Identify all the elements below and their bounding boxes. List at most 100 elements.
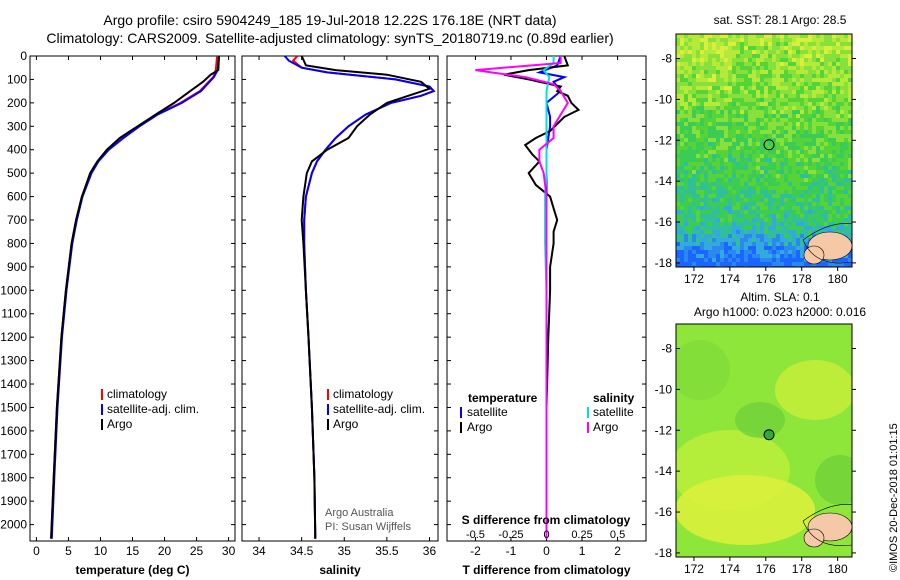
sst-cell xyxy=(692,262,696,266)
sst-cell xyxy=(800,138,804,142)
sst-cell xyxy=(736,106,740,110)
sst-cell xyxy=(808,206,812,210)
sst-cell xyxy=(780,174,784,178)
sst-cell xyxy=(716,114,720,118)
sst-cell xyxy=(676,210,680,214)
sst-cell xyxy=(720,182,724,186)
sst-cell xyxy=(828,170,832,174)
sst-cell xyxy=(716,126,720,130)
sst-cell xyxy=(736,250,740,254)
s-tick-label: 0.25 xyxy=(571,529,592,541)
sst-cell xyxy=(684,126,688,130)
sst-cell xyxy=(768,90,772,94)
sst-cell xyxy=(724,154,728,158)
sst-cell xyxy=(704,142,708,146)
sst-cell xyxy=(684,254,688,258)
sst-cell xyxy=(748,126,752,130)
sst-cell xyxy=(816,206,820,210)
sst-cell xyxy=(800,206,804,210)
sst-cell xyxy=(772,190,776,194)
sst-cell xyxy=(744,230,748,234)
sst-cell xyxy=(744,198,748,202)
sst-cell xyxy=(760,238,764,242)
sst-cell xyxy=(712,154,716,158)
sst-cell xyxy=(844,198,848,202)
sst-cell xyxy=(820,78,824,82)
sst-cell xyxy=(804,138,808,142)
sst-cell xyxy=(848,150,852,154)
sst-cell xyxy=(732,98,736,102)
sst-cell xyxy=(740,86,744,90)
sst-cell xyxy=(688,206,692,210)
sst-cell xyxy=(828,46,832,50)
sst-cell xyxy=(680,78,684,82)
x-axis-label: temperature (deg C) xyxy=(75,563,189,577)
sst-cell xyxy=(768,114,772,118)
sst-cell xyxy=(676,38,680,42)
sst-cell xyxy=(792,214,796,218)
sst-cell xyxy=(804,202,808,206)
sst-cell xyxy=(724,142,728,146)
sst-cell xyxy=(676,218,680,222)
sst-cell xyxy=(836,126,840,130)
sst-cell xyxy=(836,122,840,126)
sst-cell xyxy=(768,66,772,70)
sst-cell xyxy=(744,74,748,78)
sst-cell xyxy=(724,118,728,122)
sst-cell xyxy=(720,94,724,98)
sst-cell xyxy=(784,202,788,206)
sst-cell xyxy=(756,166,760,170)
sst-cell xyxy=(676,186,680,190)
sst-cell xyxy=(796,34,800,38)
sst-cell xyxy=(696,142,700,146)
sst-cell xyxy=(744,174,748,178)
sst-cell xyxy=(724,246,728,250)
sst-cell xyxy=(692,226,696,230)
sst-cell xyxy=(708,34,712,38)
sst-cell xyxy=(724,150,728,154)
sst-cell xyxy=(780,162,784,166)
sst-cell xyxy=(676,262,680,266)
sst-cell xyxy=(788,146,792,150)
sst-cell xyxy=(744,194,748,198)
sst-cell xyxy=(676,150,680,154)
sst-cell xyxy=(736,74,740,78)
sst-cell xyxy=(688,214,692,218)
sst-cell xyxy=(684,62,688,66)
sst-cell xyxy=(812,178,816,182)
sst-cell xyxy=(848,42,852,46)
sst-cell xyxy=(704,50,708,54)
sst-cell xyxy=(700,50,704,54)
sst-cell xyxy=(812,202,816,206)
sst-cell xyxy=(740,114,744,118)
sst-cell xyxy=(828,54,832,58)
sst-cell xyxy=(784,250,788,254)
sst-cell xyxy=(700,122,704,126)
sst-cell xyxy=(772,134,776,138)
sst-cell xyxy=(720,70,724,74)
sst-cell xyxy=(764,210,768,214)
sst-cell xyxy=(736,114,740,118)
sst-cell xyxy=(708,98,712,102)
sst-cell xyxy=(736,130,740,134)
imos-timestamp: ©IMOS 20-Dec-2018 01:01:15 xyxy=(888,423,900,572)
sst-cell xyxy=(772,70,776,74)
sst-cell xyxy=(796,122,800,126)
sst-cell xyxy=(676,198,680,202)
sst-cell xyxy=(848,170,852,174)
sst-cell xyxy=(764,214,768,218)
sst-cell xyxy=(724,182,728,186)
sst-cell xyxy=(808,202,812,206)
sst-cell xyxy=(844,230,848,234)
sst-cell xyxy=(804,222,808,226)
sst-cell xyxy=(692,118,696,122)
sst-cell xyxy=(700,206,704,210)
lat-tick-label: -8 xyxy=(661,342,672,356)
sst-cell xyxy=(724,238,728,242)
sst-cell xyxy=(836,58,840,62)
sst-cell xyxy=(752,226,756,230)
sst-cell xyxy=(840,262,844,266)
sst-cell xyxy=(716,142,720,146)
sst-cell xyxy=(832,162,836,166)
sst-cell xyxy=(836,34,840,38)
